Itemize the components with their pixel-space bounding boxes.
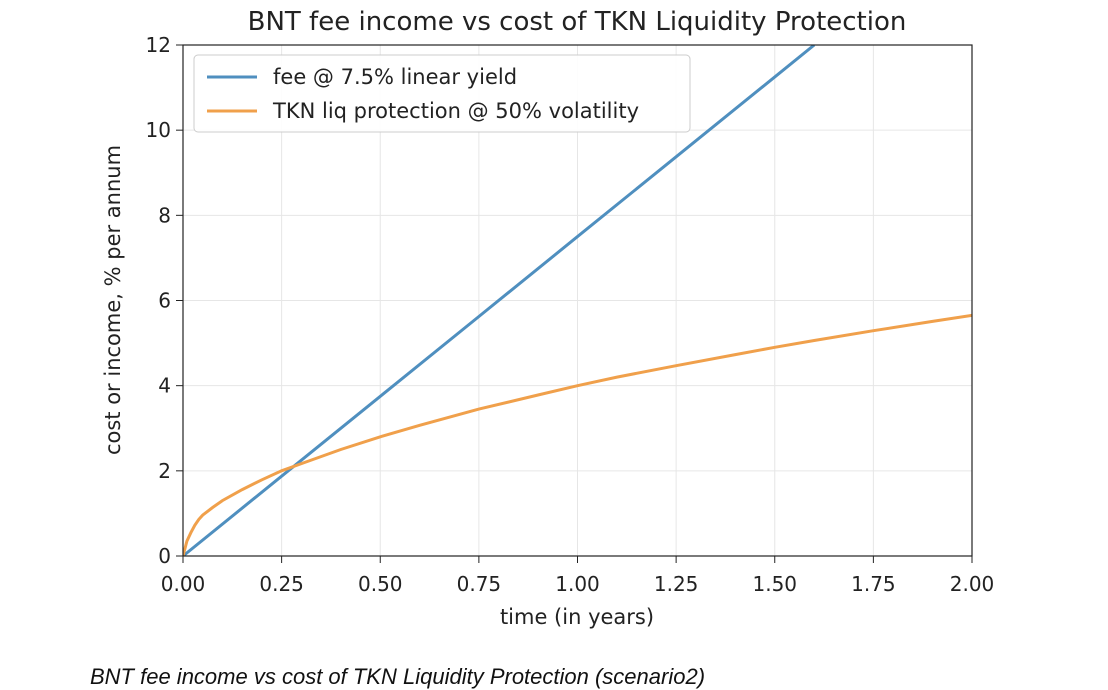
x-tick-label: 2.00: [950, 572, 995, 596]
chart-title: BNT fee income vs cost of TKN Liquidity …: [248, 7, 907, 37]
series-line-liq-protection: [183, 313, 972, 556]
x-axis-label: time (in years): [500, 605, 654, 629]
x-tick-label: 0.75: [457, 572, 502, 596]
y-tick-label: 10: [146, 118, 171, 142]
x-tick-label: 1.25: [654, 572, 699, 596]
y-tick-label: 2: [158, 459, 171, 483]
series-layer: [183, 45, 972, 556]
y-axis-label: cost or income, % per annum: [101, 145, 125, 455]
legend-label-fee: fee @ 7.5% linear yield: [273, 65, 517, 89]
x-tick-label: 1.00: [555, 572, 600, 596]
y-axis-ticks: 0 2 4 6 8 10 12: [146, 33, 183, 568]
legend-box: [193, 54, 691, 133]
y-tick-label: 12: [146, 33, 171, 57]
y-tick-label: 8: [158, 203, 171, 227]
x-axis-ticks: 0.00 0.25 0.50 0.75 1.00 1.25 1.50 1.75 2.00: [161, 556, 995, 596]
legend: fee @ 7.5% linear yield TKN liq protecti…: [193, 54, 691, 133]
series-line-fee: [183, 45, 816, 556]
x-tick-label: 0.25: [259, 572, 304, 596]
y-tick-label: 0: [158, 544, 171, 568]
x-tick-label: 1.50: [752, 572, 797, 596]
x-tick-label: 0.00: [161, 572, 206, 596]
legend-label-liq-protection: TKN liq protection @ 50% volatility: [272, 99, 639, 123]
y-tick-label: 6: [158, 289, 171, 313]
figure-caption: BNT fee income vs cost of TKN Liquidity …: [90, 664, 706, 689]
x-tick-label: 0.50: [358, 572, 403, 596]
x-tick-label: 1.75: [851, 572, 896, 596]
y-tick-label: 4: [158, 374, 171, 398]
